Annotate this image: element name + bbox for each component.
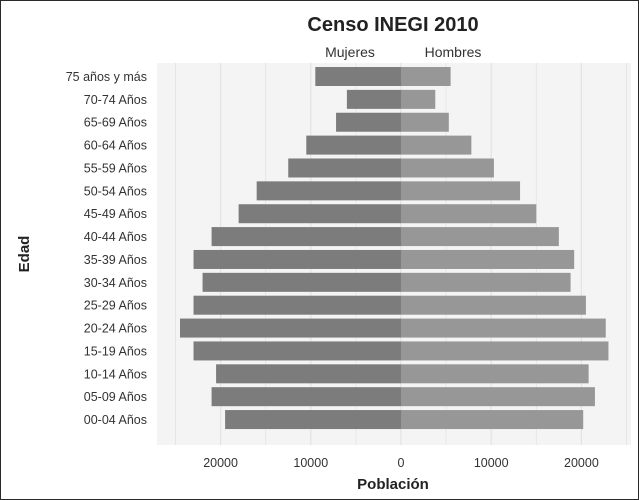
bar-hombres: [401, 272, 571, 292]
series-label-hombres: Hombres: [425, 44, 482, 60]
bar-mujeres: [346, 89, 401, 109]
bar-hombres: [401, 318, 606, 338]
category-label: 45-49 Años: [84, 207, 147, 221]
bar-hombres: [401, 158, 494, 178]
bar-mujeres: [216, 364, 401, 384]
x-tick-label: 20000: [203, 456, 238, 470]
bar-mujeres: [238, 204, 401, 224]
category-label: 15-19 Años: [84, 344, 147, 358]
category-label: 25-29 Años: [84, 299, 147, 313]
bar-hombres: [401, 364, 589, 384]
series-label-mujeres: Mujeres: [325, 44, 375, 60]
bar-mujeres: [288, 158, 401, 178]
y-axis-title: Edad: [16, 236, 33, 273]
bar-hombres: [401, 89, 436, 109]
bars-group: [180, 67, 609, 430]
bar-mujeres: [225, 410, 401, 430]
bar-mujeres: [193, 249, 401, 269]
bar-mujeres: [202, 272, 401, 292]
bar-mujeres: [193, 341, 401, 361]
x-tick-label: 10000: [474, 456, 509, 470]
bar-mujeres: [211, 387, 401, 407]
category-label: 40-44 Años: [84, 230, 147, 244]
bar-mujeres: [315, 67, 401, 86]
bar-mujeres: [256, 181, 401, 201]
bar-hombres: [401, 204, 537, 224]
bar-mujeres: [180, 318, 401, 338]
x-axis-title: Población: [357, 476, 429, 493]
bar-mujeres: [193, 295, 401, 315]
bar-hombres: [401, 135, 472, 155]
category-label: 00-04 Años: [84, 413, 147, 427]
category-label: 10-14 Años: [84, 367, 147, 381]
category-label: 65-69 Años: [84, 116, 147, 130]
category-label: 35-39 Años: [84, 253, 147, 267]
bar-hombres: [401, 227, 559, 247]
bar-hombres: [401, 249, 575, 269]
bar-hombres: [401, 295, 586, 315]
category-labels: 75 años y más 70-74 Años 65-69 Años 60-64 A…: [66, 70, 147, 427]
category-label: 60-64 Años: [84, 139, 147, 153]
bar-mujeres: [336, 112, 401, 132]
x-tick-label: 20000: [564, 456, 599, 470]
bar-hombres: [401, 410, 584, 430]
bar-hombres: [401, 341, 609, 361]
bar-hombres: [401, 181, 521, 201]
category-label: 30-34 Años: [84, 276, 147, 290]
category-label: 55-59 Años: [84, 161, 147, 175]
chart-title: Censo INEGI 2010: [307, 14, 478, 36]
x-tick-label: 10000: [293, 456, 328, 470]
category-label: 50-54 Años: [84, 184, 147, 198]
bar-mujeres: [211, 227, 401, 247]
bar-hombres: [401, 387, 595, 407]
category-label: 75 años y más: [66, 70, 147, 84]
x-tick-label: 0: [398, 456, 405, 470]
category-label: 05-09 Años: [84, 390, 147, 404]
bar-hombres: [401, 67, 451, 86]
bar-mujeres: [306, 135, 401, 155]
bar-hombres: [401, 112, 449, 132]
category-label: 70-74 Años: [84, 93, 147, 107]
x-tick-labels: 20000 10000 0 10000 20000: [203, 456, 599, 470]
category-label: 20-24 Años: [84, 322, 147, 336]
